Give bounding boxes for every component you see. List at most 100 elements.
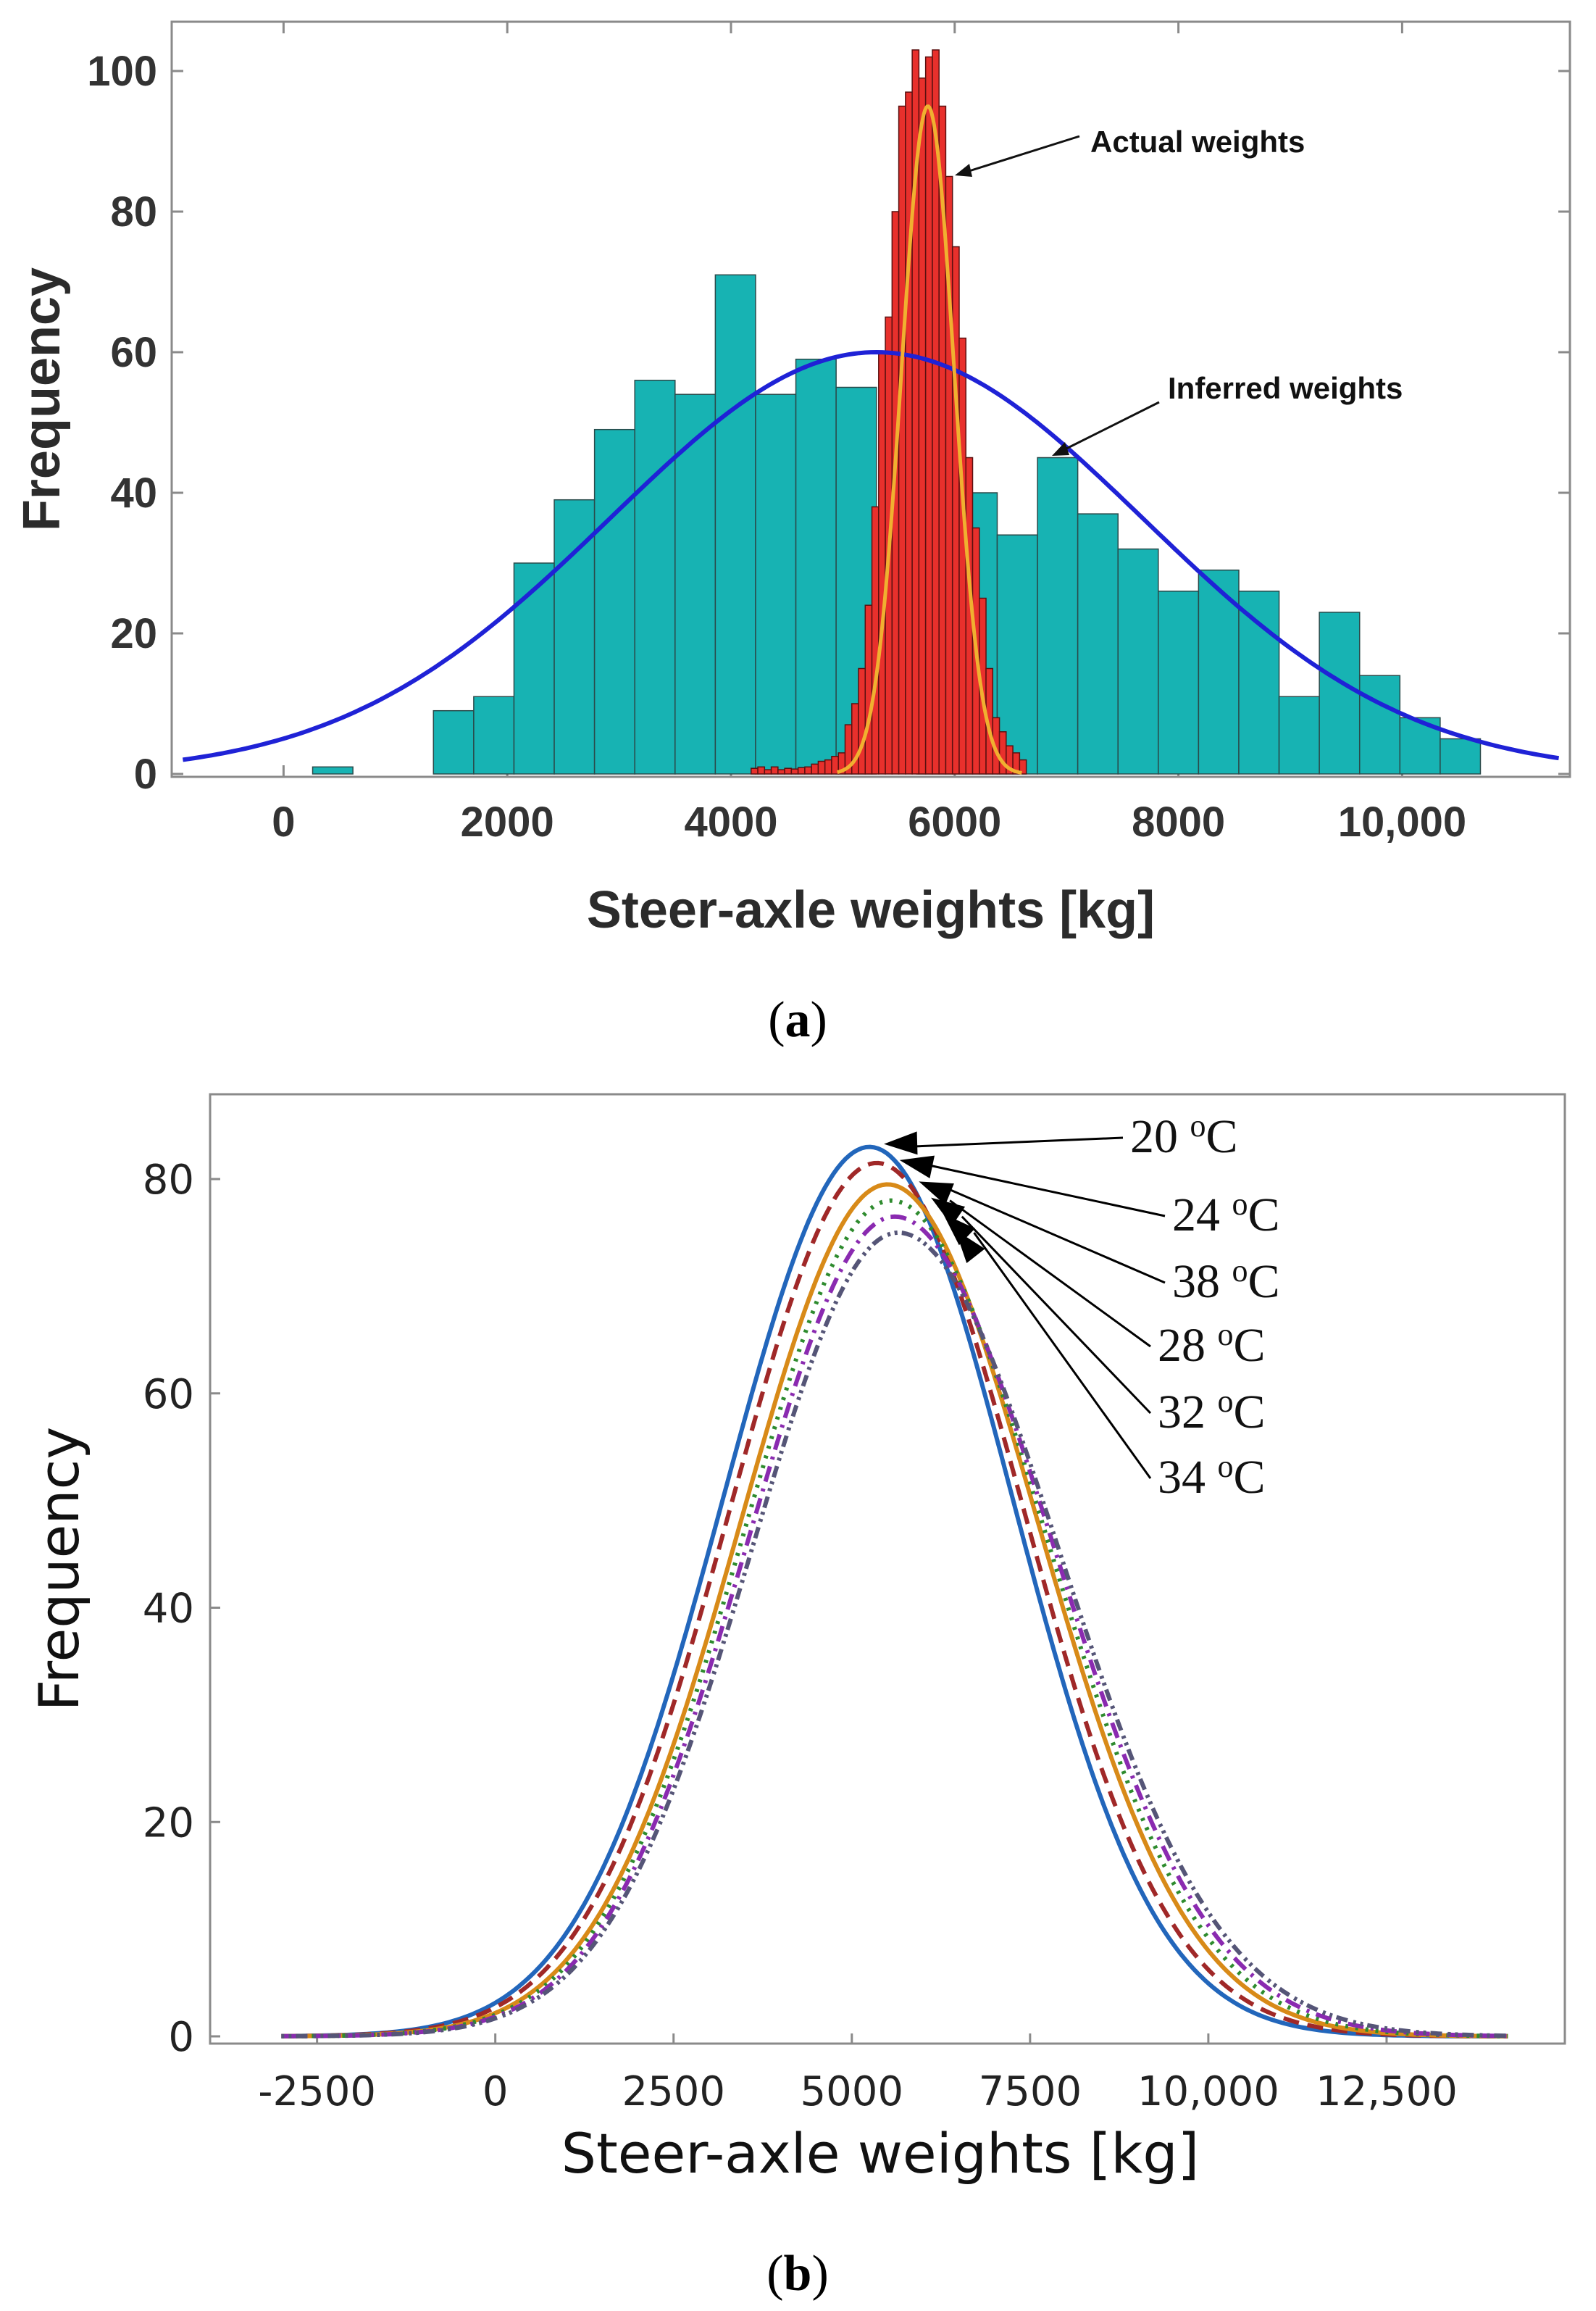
panel-a-plot-frame [170,20,1571,778]
inferred-weights-bar [593,428,635,775]
temperature-value: 38 [1172,1255,1232,1308]
temperature-value: 28 [1158,1319,1218,1372]
inferred-weights-bar [553,499,596,775]
panel-a-actual-fit-curve [837,104,1022,775]
actual-weights-bar [878,351,886,775]
panel-a-caption: (a) [768,992,827,1048]
actual-weights-bar [918,77,927,775]
panel-a-y-tick-label: 20 [110,610,157,657]
actual-weights-bar [824,759,832,775]
panel-a-y-tick-label: 100 [87,48,157,95]
panel-a-x-label: Steer-axle weights [kg] [587,881,1155,939]
actual-weights-bar [1019,759,1027,775]
degree-sign: o [1232,1253,1248,1288]
panel-a-y-tick-label: 80 [110,188,157,236]
temperature-label: 20 oC [1130,1108,1238,1163]
panel-b-x-axis: -2500 0 2500 5000 7500 10,000 12,500 [258,2033,1458,2115]
panel-a-inferred-fit-curve [182,349,1560,762]
inferred-weights-bar [433,709,475,775]
temperature-arrowhead [943,1213,975,1246]
panel-b-caption: (b) [766,2246,829,2302]
panel-b-x-tick-label: 5000 [801,2068,904,2115]
panel-b-caption-open: ( [766,2246,783,2302]
temperature-value: 20 [1130,1110,1190,1163]
actual-weights-bar [951,246,960,775]
actual-weights-bar [871,506,880,775]
actual-weights-annotation: Actual weights [1090,125,1305,159]
inferred-weights-bar [1440,738,1482,775]
panel-a-x-tick-label: 10,000 [1338,799,1466,846]
temperature-arrow [961,1215,1152,1415]
inferred-weights-bar [312,766,354,775]
panel-b-y-axis: 0 20 40 60 80 [143,1157,220,2061]
panel-b-caption-letter: b [784,2246,812,2302]
actual-weights-bar [751,767,759,775]
panel-a-inferred-bars [312,274,1482,775]
inferred-weights-bar [1319,612,1361,775]
inferred-weights-bar [1238,591,1280,775]
actual-weights-bar [784,767,793,775]
panel-a-y-tick-label: 40 [110,470,157,517]
panel-a-x-tick-label: 2000 [461,799,554,846]
degree-sign: o [1218,1317,1234,1352]
actual-weights-bar [958,337,966,775]
panel-b-y-tick-label: 80 [143,1157,194,1204]
degree-sign: o [1232,1186,1248,1222]
temperature-arrowhead [884,1131,918,1155]
temperature-arrow [903,1136,1124,1149]
panel-a-x-tick-label: 0 [272,799,295,846]
temperature-arrow [973,1232,1152,1479]
panel-b-curve [281,1144,1508,2039]
actual-weights-bar [790,768,799,775]
temperature-arrow [918,1162,1166,1217]
inferred-weights-bar [1037,457,1079,775]
inferred-weights-bar [1278,696,1320,775]
inferred-weights-bar [795,358,837,775]
panel-b-x-tick-label: 12,500 [1316,2068,1458,2115]
actual-weights-bar [924,56,933,775]
actual-weights-bar [817,760,826,775]
panel-b-x-tick-label: 0 [482,2068,509,2115]
actual-weights-bar [858,667,866,775]
temperature-unit: C [1248,1188,1280,1241]
temperature-value: 24 [1172,1188,1232,1241]
panel-b-y-tick-label: 60 [143,1371,194,1418]
temperature-value: 32 [1158,1386,1218,1438]
inferred-weights-bar [473,696,515,775]
panel-b-y-tick-label: 40 [143,1586,194,1633]
inferred-weights-arrowhead [1052,442,1069,456]
temperature-label: 32 oC [1158,1383,1266,1438]
temperature-label: 38 oC [1172,1253,1280,1308]
panel-b-x-tick-label: 7500 [979,2068,1082,2115]
degree-sign: o [1218,1449,1234,1484]
inferred-weights-bar [1077,513,1119,775]
actual-weights-bar [777,769,785,775]
temperature-unit: C [1234,1319,1266,1372]
panel-a: 0 20 40 60 80 100 0 2000 4000 6000 8000 10,000 Act… [13,20,1571,1048]
panel-a-caption-open: ( [768,992,785,1048]
degree-sign: o [1190,1108,1206,1144]
panel-b-x-label: Steer-axle weights [kg] [561,2121,1200,2186]
panel-b-x-tick-label: 2500 [622,2068,725,2115]
actual-weights-bar [905,91,913,775]
temperature-arrowhead [899,1155,935,1178]
temperature-arrowhead [955,1229,985,1263]
panel-b-curve [281,1160,1508,2039]
panel-a-caption-close: ) [811,992,827,1048]
inferred-weights-arrow [1057,401,1160,454]
panel-b-curve [281,1230,1508,2039]
panel-a-y-label: Frequency [13,267,71,531]
temperature-label: 24 oC [1172,1186,1280,1241]
actual-weights-bar [770,766,779,775]
inferred-weights-bar [634,380,676,775]
degree-sign: o [1218,1383,1234,1419]
inferred-weights-bar [1158,591,1200,775]
panel-a-caption-letter: a [785,992,811,1048]
temperature-arrowhead [931,1197,966,1226]
temperature-label: 28 oC [1158,1317,1266,1372]
panel-a-x-tick-label: 8000 [1132,799,1225,846]
panel-b-curves [281,1144,1508,2039]
